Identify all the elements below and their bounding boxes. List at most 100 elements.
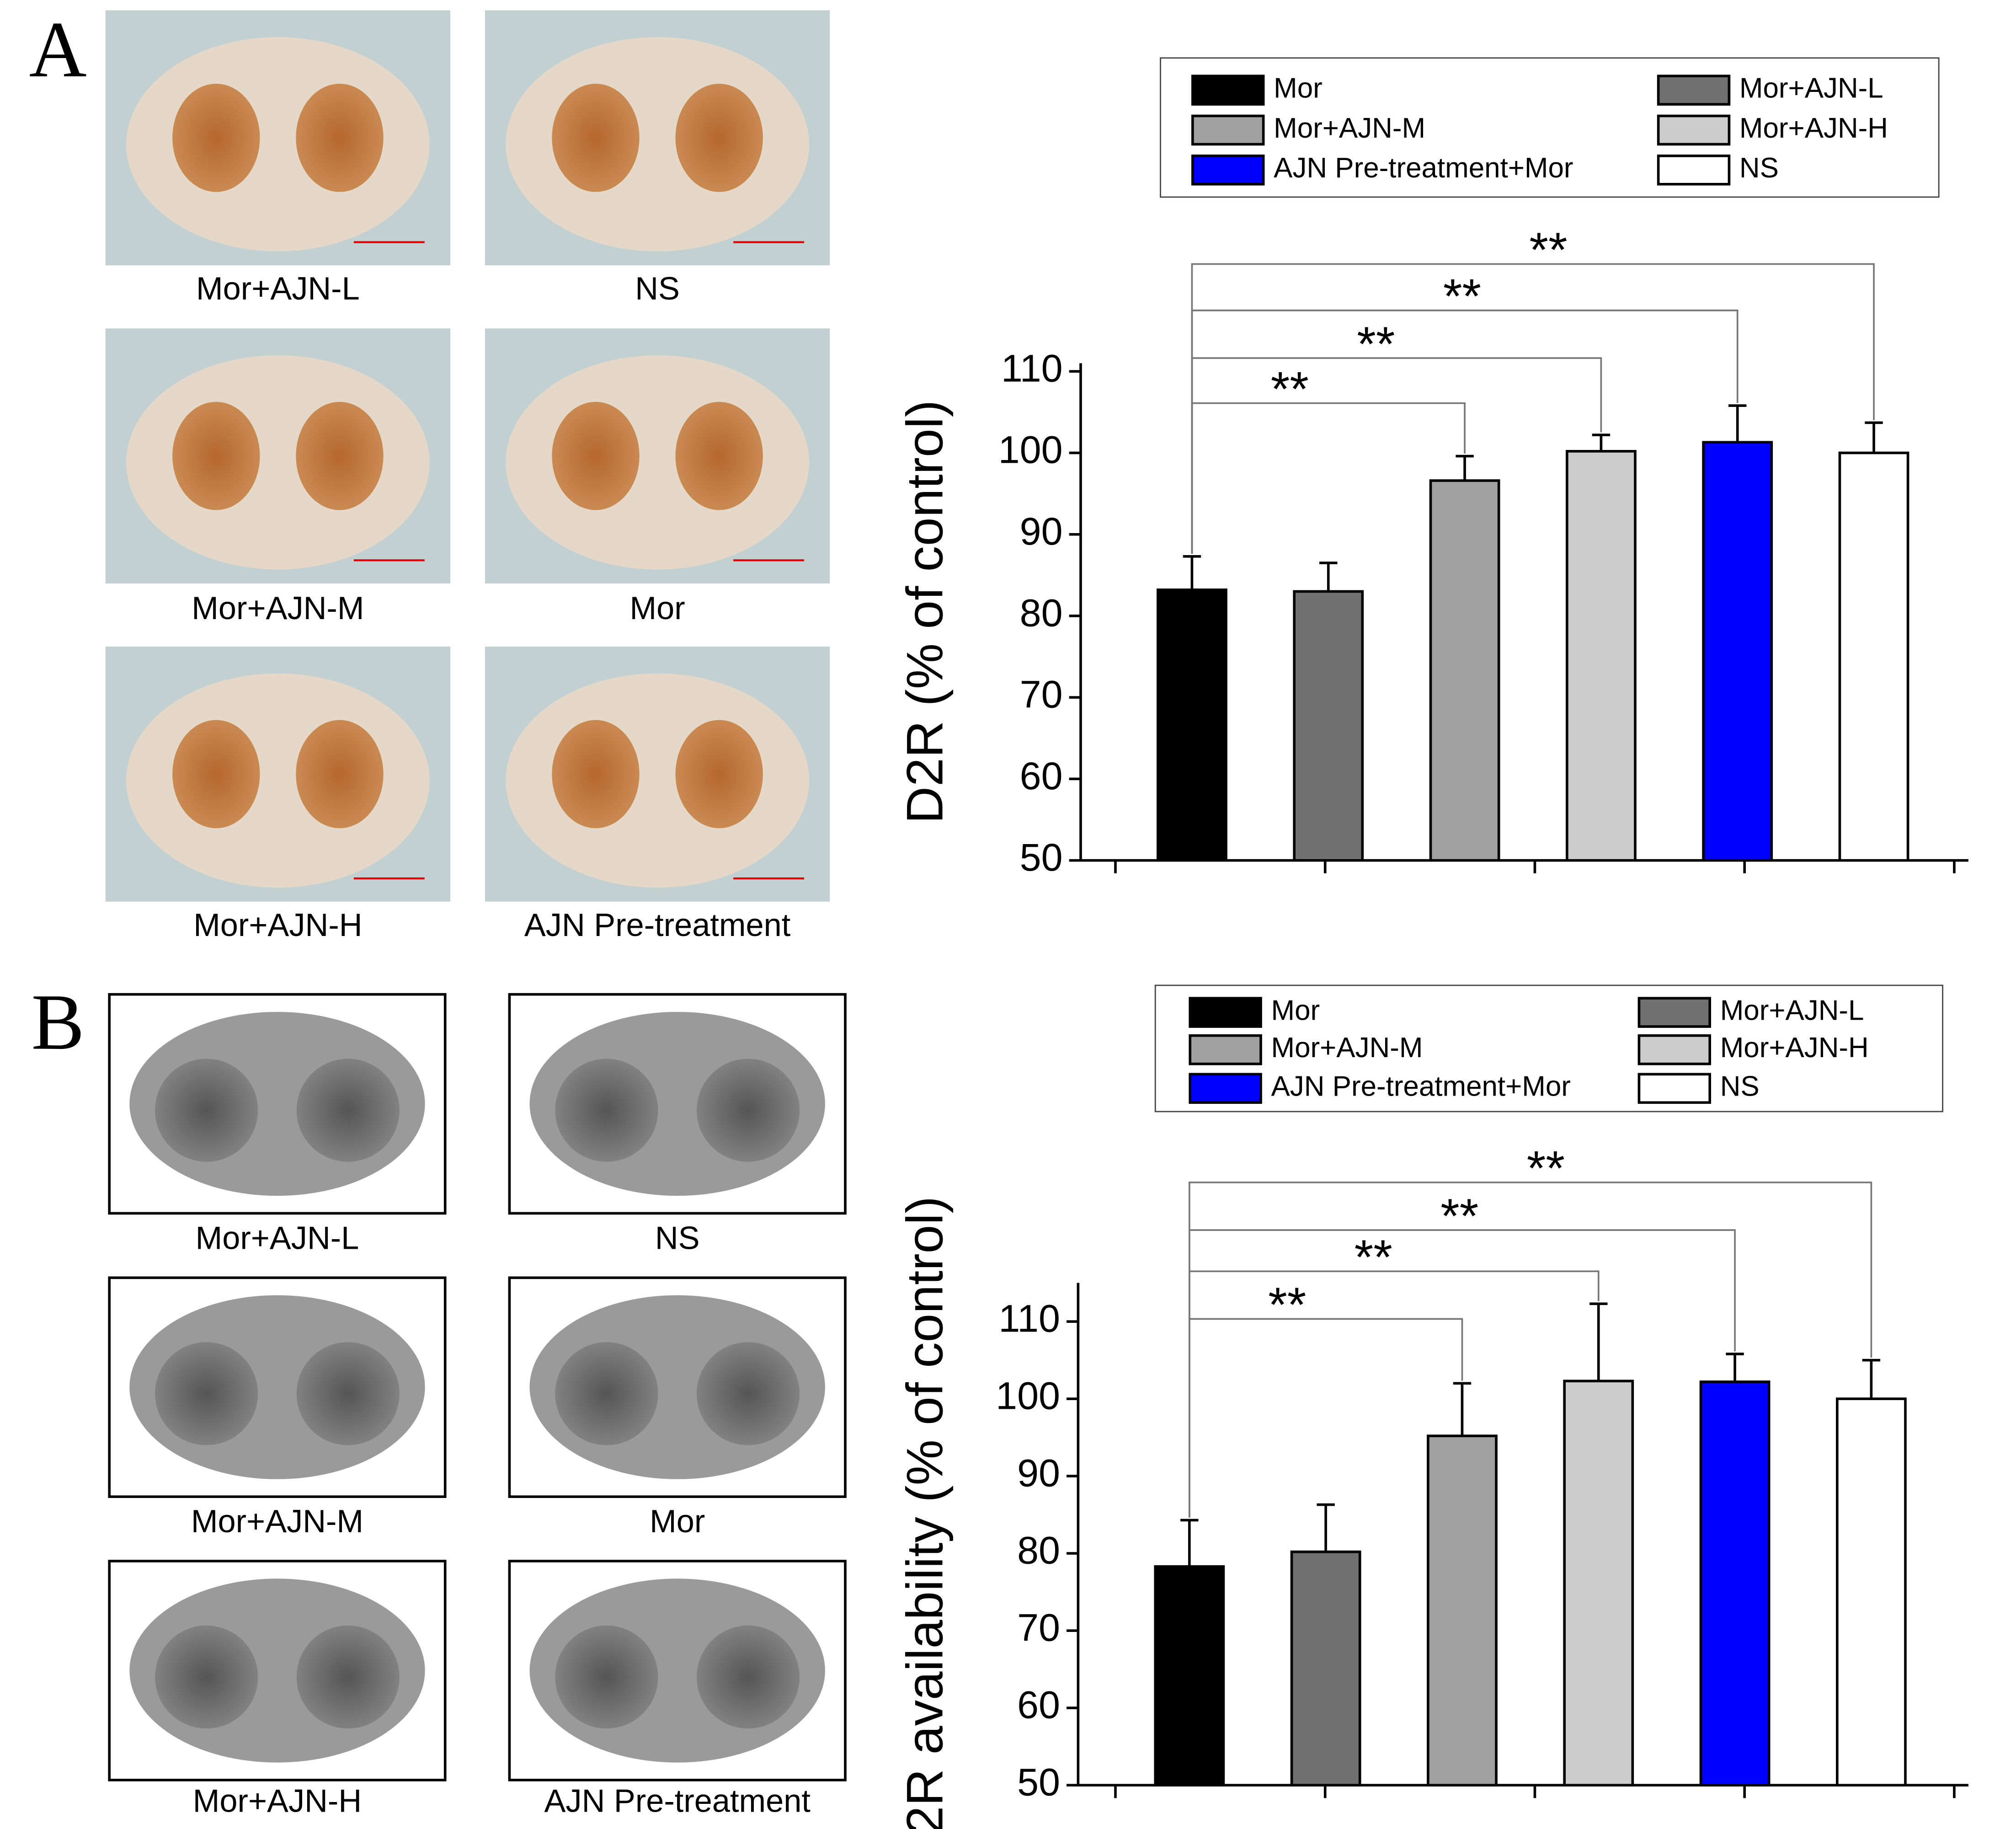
legend-label: AJN Pre-treatment+Mor bbox=[1274, 152, 1573, 184]
section bbox=[506, 673, 809, 888]
image-caption: Mor+AJN-L bbox=[196, 1219, 359, 1256]
section bbox=[126, 673, 430, 888]
bar bbox=[1563, 1380, 1634, 1787]
striatum bbox=[675, 84, 763, 192]
legend-box bbox=[1154, 984, 1943, 1112]
legend-label: Mor+AJN-L bbox=[1739, 73, 1883, 104]
legend-swatch bbox=[1189, 997, 1262, 1028]
image-caption: Mor+AJN-H bbox=[193, 1782, 362, 1818]
significance-bracket bbox=[1188, 1318, 1463, 1518]
y-tick-label: 60 bbox=[1020, 754, 1063, 797]
striatum bbox=[172, 401, 260, 510]
significance-label: ** bbox=[1271, 361, 1309, 416]
striatum bbox=[675, 720, 763, 829]
striatum bbox=[296, 720, 384, 829]
y-tick-label: 100 bbox=[996, 1374, 1060, 1417]
significance-bracket bbox=[1191, 402, 1466, 554]
striatum bbox=[155, 1059, 258, 1162]
legend-label: Mor bbox=[1271, 995, 1320, 1026]
panel-label: A bbox=[29, 5, 87, 94]
legend-swatch bbox=[1189, 1034, 1262, 1065]
significance-label: ** bbox=[1527, 1141, 1565, 1196]
bar bbox=[1429, 479, 1500, 862]
striatum bbox=[696, 1625, 800, 1729]
legend-swatch bbox=[1189, 1073, 1262, 1104]
striatum bbox=[296, 84, 384, 192]
y-tick-label: 90 bbox=[1017, 1451, 1060, 1494]
image-caption: Mor+AJN-H bbox=[193, 907, 362, 943]
y-tick-label: 110 bbox=[998, 1297, 1060, 1340]
section bbox=[126, 37, 430, 251]
striatum bbox=[552, 84, 640, 192]
striatum bbox=[172, 84, 260, 192]
striatum bbox=[296, 401, 384, 510]
striatum bbox=[555, 1059, 658, 1162]
section bbox=[126, 355, 430, 570]
image-caption: Mor+AJN-M bbox=[192, 590, 364, 626]
y-tick-label: 50 bbox=[1017, 1761, 1060, 1804]
striatum bbox=[555, 1625, 658, 1729]
significance-bracket bbox=[1191, 357, 1602, 554]
bar bbox=[1427, 1434, 1498, 1787]
striatum bbox=[675, 401, 763, 510]
legend-label: AJN Pre-treatment+Mor bbox=[1271, 1071, 1571, 1102]
legend-label: Mor+AJN-L bbox=[1720, 995, 1864, 1026]
y-axis-label: D2R availability (% of control) bbox=[896, 1196, 954, 1829]
legend-swatch bbox=[1657, 75, 1731, 106]
bar bbox=[1565, 450, 1637, 862]
legend-label: NS bbox=[1739, 152, 1779, 184]
image-caption: Mor+AJN-L bbox=[196, 270, 360, 306]
legend-swatch bbox=[1637, 1034, 1712, 1065]
legend-swatch bbox=[1191, 114, 1265, 146]
bar bbox=[1699, 1380, 1771, 1787]
significance-label: ** bbox=[1440, 1188, 1478, 1243]
legend-swatch bbox=[1191, 75, 1265, 106]
significance-label: ** bbox=[1443, 269, 1481, 324]
legend-box bbox=[1160, 57, 1940, 198]
y-tick-label: 60 bbox=[1017, 1683, 1060, 1726]
significance-label: ** bbox=[1357, 316, 1395, 371]
image-caption: NS bbox=[655, 1219, 700, 1256]
striatum bbox=[696, 1059, 800, 1162]
significance-bracket bbox=[1188, 1270, 1600, 1518]
legend-label: NS bbox=[1720, 1071, 1760, 1102]
striatum bbox=[552, 401, 640, 510]
legend-swatch bbox=[1637, 997, 1712, 1028]
bar bbox=[1702, 441, 1773, 862]
significance-label: ** bbox=[1268, 1277, 1306, 1332]
legend-label: Mor+AJN-M bbox=[1274, 112, 1425, 144]
y-axis-label: D2R (% of control) bbox=[896, 400, 954, 824]
legend-swatch bbox=[1637, 1073, 1712, 1104]
bar bbox=[1157, 588, 1227, 862]
striatum bbox=[696, 1342, 800, 1445]
y-tick-label: 100 bbox=[998, 428, 1063, 471]
striatum bbox=[172, 720, 260, 829]
legend-label: Mor+AJN-H bbox=[1720, 1032, 1869, 1064]
y-tick-label: 70 bbox=[1017, 1606, 1060, 1649]
y-tick-label: 70 bbox=[1020, 673, 1063, 716]
y-tick-label: 50 bbox=[1020, 836, 1063, 879]
image-caption: Mor bbox=[630, 590, 685, 626]
striatum bbox=[555, 1342, 658, 1445]
legend-swatch bbox=[1191, 155, 1265, 186]
legend-label: Mor+AJN-M bbox=[1271, 1032, 1423, 1064]
striatum bbox=[155, 1342, 258, 1445]
bar bbox=[1835, 1397, 1907, 1787]
striatum bbox=[296, 1625, 400, 1729]
y-tick-label: 90 bbox=[1020, 510, 1063, 553]
y-tick-label: 80 bbox=[1017, 1529, 1060, 1572]
image-caption: NS bbox=[635, 270, 680, 306]
image-caption: AJN Pre-treatment bbox=[544, 1782, 811, 1818]
significance-bracket bbox=[1191, 263, 1875, 554]
bar bbox=[1838, 451, 1909, 862]
image-caption: Mor bbox=[650, 1503, 705, 1539]
section bbox=[506, 37, 809, 251]
y-tick-label: 110 bbox=[1001, 347, 1063, 390]
striatum bbox=[296, 1059, 400, 1162]
significance-label: ** bbox=[1355, 1230, 1392, 1284]
legend-label: Mor bbox=[1274, 73, 1323, 104]
significance-label: ** bbox=[1529, 222, 1567, 277]
legend-label: Mor+AJN-H bbox=[1739, 112, 1888, 144]
striatum bbox=[155, 1625, 258, 1729]
